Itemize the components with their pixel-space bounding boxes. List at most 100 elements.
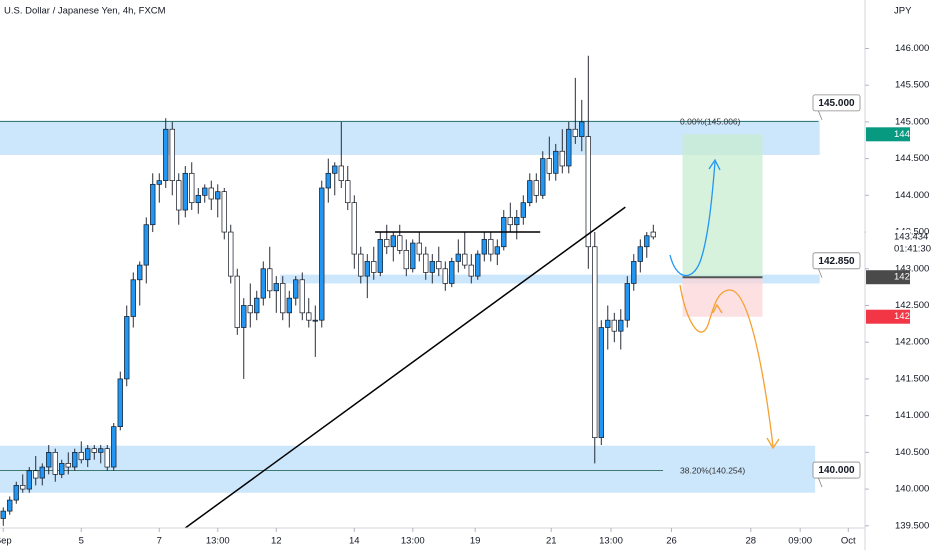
chart-title: U.S. Dollar / Japanese Yen, 4h, FXCM xyxy=(4,6,166,17)
zone xyxy=(0,445,816,493)
callout-pointer xyxy=(817,476,823,488)
candle-body xyxy=(267,268,273,292)
candle-body xyxy=(527,180,533,204)
x-tick-label: 14 xyxy=(349,536,360,547)
y-tick-label: 141.500 xyxy=(895,373,929,384)
candle-body xyxy=(579,121,585,137)
fib-label: 0.00%(145.006) xyxy=(680,117,741,127)
level-callout xyxy=(812,252,861,270)
candle-body xyxy=(553,150,559,174)
candle-body xyxy=(507,217,513,226)
candle-body xyxy=(605,319,611,328)
x-tick-label: 21 xyxy=(546,536,557,547)
level-label: 140.000 xyxy=(818,465,855,476)
arrow-head xyxy=(766,437,780,450)
countdown-label: 01:41:30 xyxy=(894,243,931,254)
candle-body xyxy=(611,319,617,332)
candle-body xyxy=(195,194,201,204)
candle-body xyxy=(241,305,247,328)
candle-body xyxy=(566,128,572,167)
candle-body xyxy=(325,172,331,189)
candle-body xyxy=(150,183,156,226)
x-tick-label: 13:00 xyxy=(599,536,623,547)
candle-body xyxy=(124,316,130,380)
y-tick-label: 145.500 xyxy=(895,80,929,91)
candle-body xyxy=(286,297,292,314)
candle-body xyxy=(520,202,526,218)
target-area xyxy=(682,134,763,278)
candle-body xyxy=(260,268,266,299)
candle-body xyxy=(455,253,461,262)
candle-body xyxy=(169,128,175,182)
level-label: 145.000 xyxy=(818,98,855,109)
candle-body xyxy=(163,128,169,182)
level-label: 142.850 xyxy=(818,256,855,267)
last-price-label: 143.434 xyxy=(894,231,928,242)
candle-body xyxy=(429,261,435,273)
candle-body xyxy=(364,261,370,277)
y-tick-label: 145.000 xyxy=(895,116,929,127)
target-price-label: 144.831 xyxy=(894,129,928,140)
level-callout xyxy=(812,461,861,479)
y-tick-label: 143.000 xyxy=(895,263,929,274)
y-tick-label: 142.000 xyxy=(895,337,929,348)
candle-body xyxy=(39,466,45,479)
y-tick-label: 146.000 xyxy=(895,43,929,54)
candle-body xyxy=(111,426,117,468)
candle-body xyxy=(338,165,344,182)
candle-body xyxy=(637,246,643,262)
stop-price-badge xyxy=(866,309,910,324)
candle-body xyxy=(26,470,32,490)
candle-body xyxy=(416,242,422,255)
candle-body xyxy=(397,235,403,251)
candle-body xyxy=(488,239,494,255)
candle-body xyxy=(137,264,143,281)
candle-body xyxy=(0,510,6,519)
candle-body xyxy=(215,191,221,200)
candle-body xyxy=(449,261,455,284)
candle-body xyxy=(176,180,182,211)
candle-body xyxy=(468,264,474,277)
candle-body xyxy=(644,235,650,248)
candle-body xyxy=(273,283,279,292)
last-price-badge xyxy=(866,229,910,256)
candle-body xyxy=(228,231,234,277)
scenario-arrow-up xyxy=(669,161,716,277)
candle-body xyxy=(312,319,318,322)
scenario-arrow-down xyxy=(679,284,774,447)
candle-body xyxy=(189,172,195,204)
candle-body xyxy=(585,136,591,248)
x-tick-label: Sep xyxy=(0,536,12,547)
candle-body xyxy=(442,268,448,284)
level-callout xyxy=(812,94,861,112)
candle-body xyxy=(319,187,325,321)
candle-body xyxy=(650,231,656,238)
candle-body xyxy=(592,246,598,439)
candle-body xyxy=(85,448,91,461)
candle-body xyxy=(494,246,500,255)
candle-body xyxy=(7,499,13,512)
candle-body xyxy=(13,485,19,501)
candle-body xyxy=(91,448,97,453)
candle-body xyxy=(345,180,351,204)
entry-price-label: 142.885 xyxy=(894,272,928,283)
candle-body xyxy=(533,180,539,196)
x-tick-label: 5 xyxy=(79,536,84,547)
candle-body xyxy=(462,253,468,266)
candle-body xyxy=(299,279,305,314)
candle-body xyxy=(572,128,578,137)
candle-body xyxy=(546,158,552,174)
candle-body xyxy=(52,452,58,475)
zone xyxy=(280,274,820,284)
y-tick-label: 141.000 xyxy=(895,410,929,421)
candle-body xyxy=(182,172,188,211)
candle-body xyxy=(358,253,364,277)
candle-body xyxy=(65,463,71,468)
x-tick-label: 26 xyxy=(666,536,677,547)
candle-body xyxy=(371,261,377,273)
candle-body xyxy=(72,452,78,468)
candle-body xyxy=(436,261,442,270)
candle-body xyxy=(293,279,299,299)
x-tick-label: 13:00 xyxy=(206,536,230,547)
